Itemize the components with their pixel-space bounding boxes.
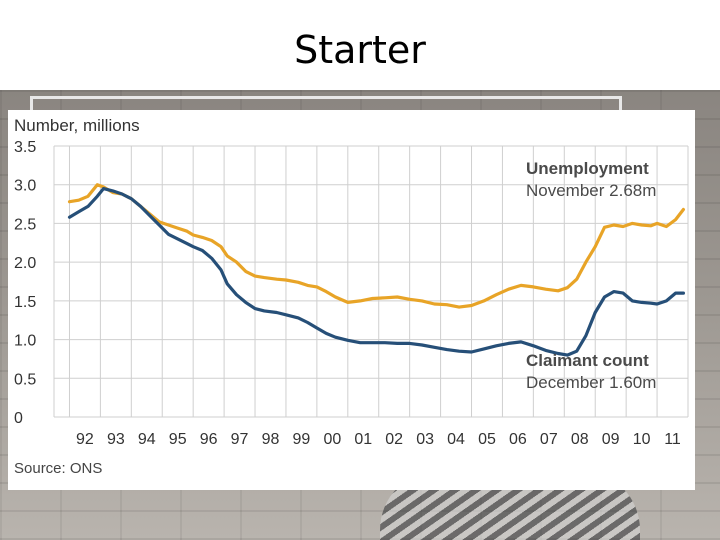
slide-title: Starter: [294, 28, 426, 72]
y-tick-label: 1.0: [14, 333, 36, 350]
x-tick-label: 09: [602, 431, 620, 448]
x-tick-label: 03: [416, 431, 434, 448]
x-tick-label: 11: [664, 431, 681, 448]
y-tick-label: 0.5: [14, 371, 36, 388]
chart-source: Source: ONS: [14, 460, 103, 477]
x-tick-label: 01: [354, 431, 372, 448]
x-tick-label: 99: [293, 431, 311, 448]
unemployment-series-name: Unemployment: [526, 159, 649, 178]
y-tick-label: 3.5: [14, 139, 36, 156]
x-tick-label: 06: [509, 431, 527, 448]
x-tick-label: 04: [447, 431, 465, 448]
y-tick-label: 0: [14, 410, 23, 427]
claimant-latest-value: December 1.60m: [526, 373, 657, 392]
x-tick-label: 92: [76, 431, 94, 448]
claimant-count-line: [67, 186, 686, 357]
claimant-annotation: Claimant count December 1.60m: [526, 350, 656, 394]
x-tick-label: 95: [169, 431, 187, 448]
y-tick-label: 1.5: [14, 294, 36, 311]
claimant-series-name: Claimant count: [526, 351, 649, 370]
unemployment-line: [67, 183, 686, 309]
x-tick-label: 08: [571, 431, 589, 448]
unemployment-latest-value: November 2.68m: [526, 181, 657, 200]
picture-frame: [30, 96, 622, 119]
y-tick-label: 3.0: [14, 178, 36, 195]
x-tick-label: 10: [633, 431, 651, 448]
x-tick-label: 94: [138, 431, 156, 448]
x-tick-label: 02: [385, 431, 403, 448]
x-tick-label: 00: [323, 431, 341, 448]
y-tick-label: 2.5: [14, 216, 36, 233]
x-tick-label: 96: [200, 431, 218, 448]
x-tick-label: 07: [540, 431, 558, 448]
x-tick-label: 93: [107, 431, 125, 448]
x-tick-label: 97: [231, 431, 249, 448]
chart-card: 0 0.5 1.0 1.5 2.0 2.5 3.0 3.5 92 93 94 95 96 97 98 99 00…: [8, 110, 695, 490]
x-tick-label: 05: [478, 431, 496, 448]
y-axis-label: Number, millions: [14, 116, 140, 135]
y-tick-label: 2.0: [14, 255, 36, 272]
x-tick-label: 98: [262, 431, 280, 448]
line-chart: 0 0.5 1.0 1.5 2.0 2.5 3.0 3.5 92 93 94 95 96 97 98 99 00…: [14, 139, 689, 448]
unemployment-annotation: Unemployment November 2.68m: [526, 158, 656, 202]
